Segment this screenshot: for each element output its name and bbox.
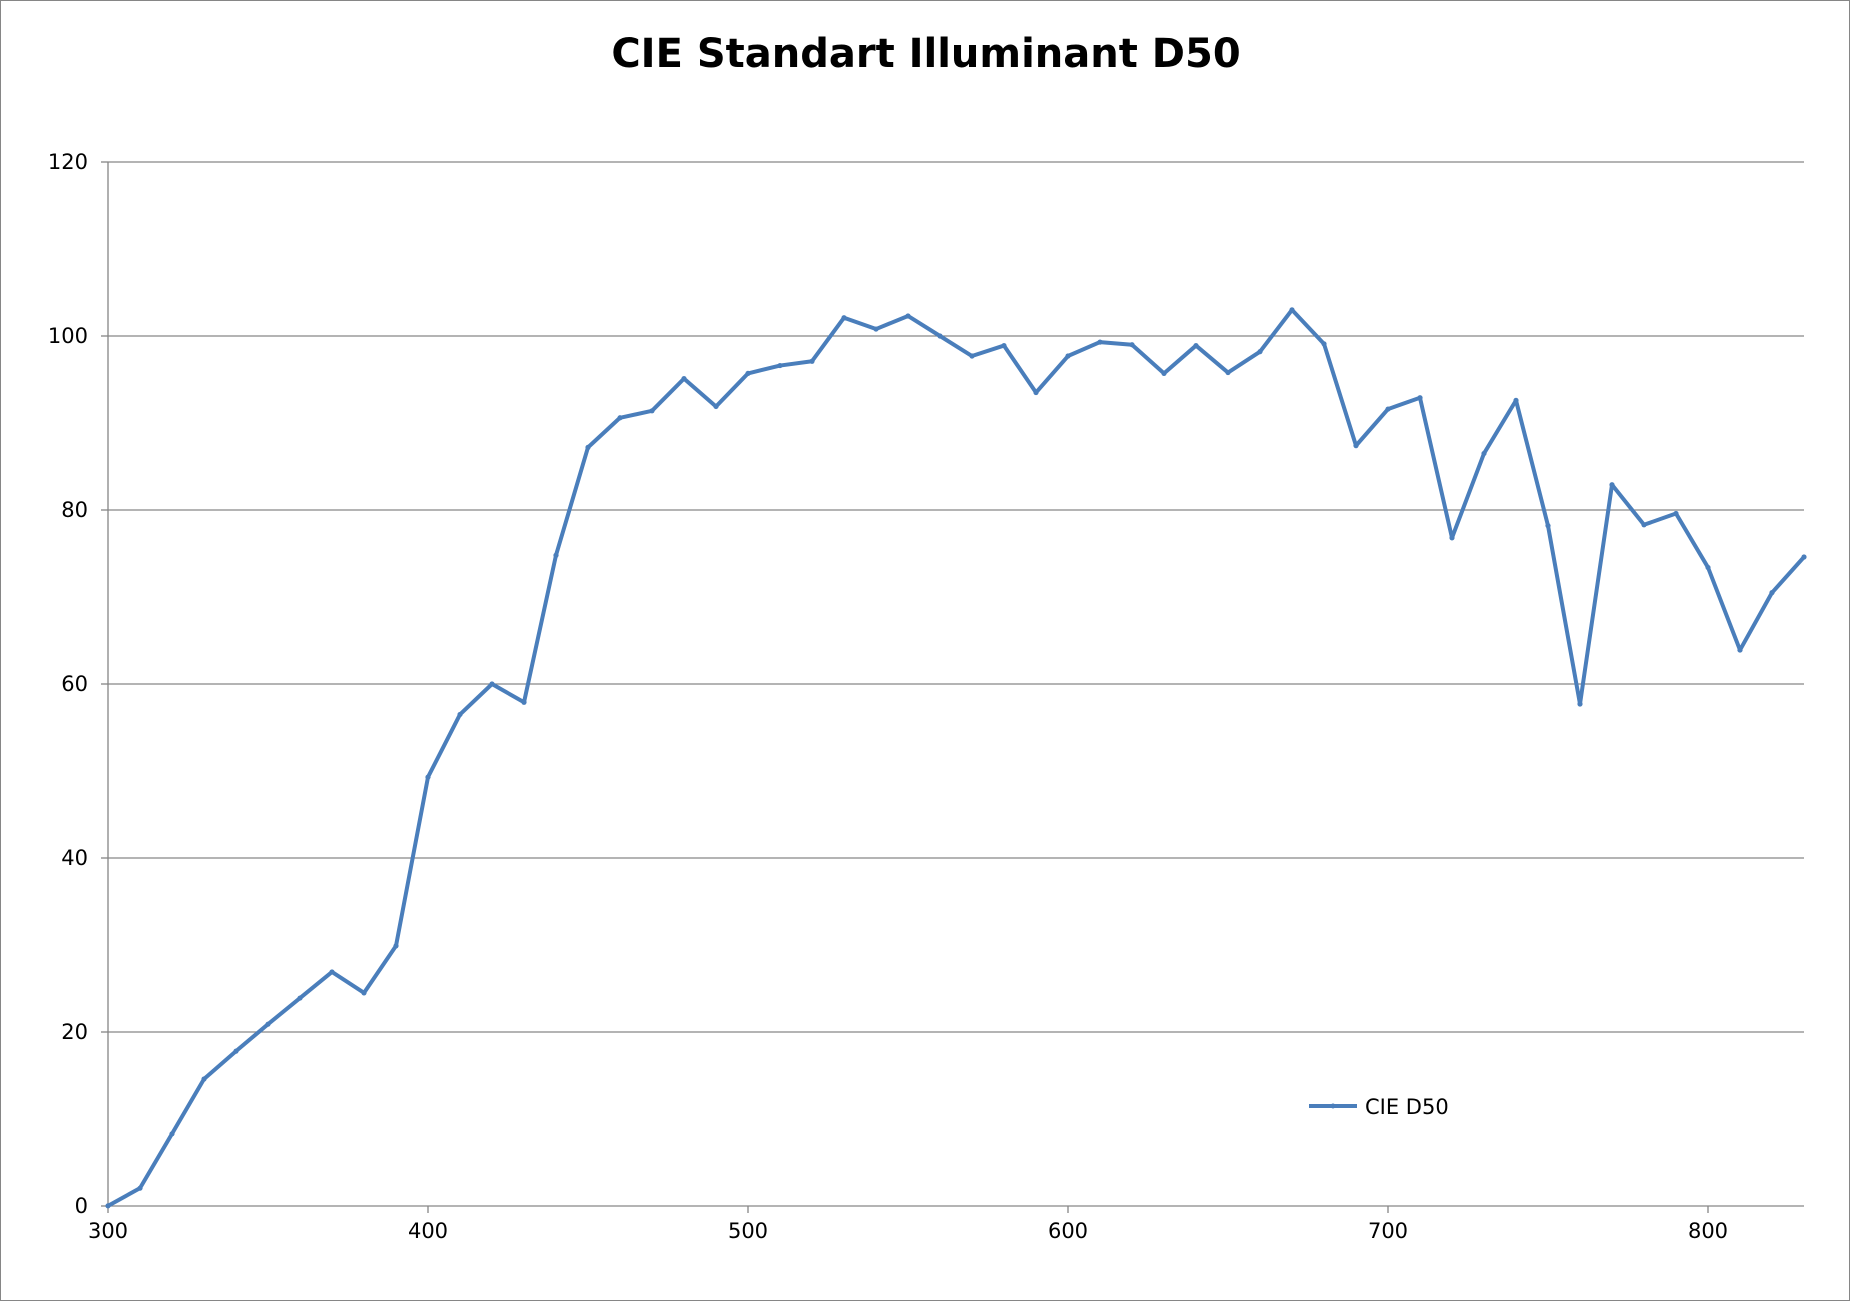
data-point: [457, 711, 463, 718]
x-tick-label-500: 500: [728, 1219, 768, 1243]
data-point: [1129, 342, 1135, 348]
data-point: [1385, 406, 1391, 412]
data-point: [1257, 349, 1263, 355]
data-point: [1673, 510, 1679, 517]
data-point: [1481, 450, 1487, 457]
legend: CIE D50: [1309, 1095, 1449, 1119]
data-point: [521, 699, 527, 705]
data-point: [905, 313, 911, 319]
x-tick-label-300: 300: [88, 1219, 128, 1243]
data-point: [1417, 395, 1423, 401]
data-point: [841, 315, 847, 321]
y-tick-label-80: 80: [61, 498, 88, 522]
y-tick-label-0: 0: [75, 1194, 88, 1218]
x-tick-label-600: 600: [1048, 1219, 1088, 1243]
data-point: [745, 370, 751, 377]
data-point: [777, 362, 783, 369]
data-point: [1705, 564, 1711, 571]
data-point: [1193, 342, 1199, 349]
data-point: [233, 1048, 239, 1054]
series-line-0: [107, 307, 1806, 1208]
data-point: [1033, 389, 1039, 396]
data-point: [1065, 353, 1071, 359]
data-point: [105, 1203, 111, 1209]
y-tick-label-120: 120: [48, 150, 88, 174]
axes: 0 20 40 60 80 100 120 300 400 500 600 700 800: [48, 150, 1804, 1243]
data-point: [265, 1021, 271, 1027]
series-cie-d50: [105, 307, 1807, 1209]
data-point: [393, 943, 399, 949]
data-point: [713, 403, 719, 410]
data-point: [1769, 590, 1775, 596]
data-point: [809, 358, 815, 364]
data-point: [553, 552, 559, 558]
data-point: [169, 1131, 175, 1137]
data-point: [1545, 523, 1551, 529]
gridlines: [108, 161, 1804, 1033]
data-point: [1737, 647, 1743, 653]
data-point: [297, 995, 303, 1001]
data-point: [585, 444, 591, 450]
data-point: [969, 353, 975, 359]
legend-swatch-marker: [1330, 1103, 1336, 1109]
data-point: [1321, 341, 1327, 347]
y-tick-label-40: 40: [61, 846, 88, 870]
data-point: [1001, 342, 1007, 349]
data-point: [425, 774, 431, 780]
data-point: [681, 376, 687, 382]
x-tick-label-400: 400: [408, 1219, 448, 1243]
data-point: [489, 681, 495, 687]
data-point: [617, 415, 623, 421]
data-point: [1609, 482, 1615, 488]
data-point: [361, 990, 367, 996]
y-tick-label-100: 100: [48, 324, 88, 348]
data-point: [1577, 701, 1583, 707]
data-point: [1801, 554, 1807, 560]
data-point: [1641, 522, 1647, 528]
data-point: [649, 408, 655, 414]
data-point: [1353, 443, 1359, 449]
data-point: [1097, 339, 1103, 345]
data-point: [329, 969, 335, 975]
data-point: [1161, 370, 1167, 377]
y-tick-label-20: 20: [61, 1020, 88, 1044]
x-tick-label-800: 800: [1688, 1219, 1728, 1243]
legend-label-cie-d50: CIE D50: [1365, 1095, 1449, 1119]
data-point: [201, 1076, 207, 1082]
data-point: [1289, 307, 1295, 313]
data-point: [1225, 369, 1231, 376]
data-point: [937, 333, 943, 339]
data-point: [873, 326, 879, 332]
chart-title: CIE Standart Illuminant D50: [611, 31, 1240, 77]
data-point: [137, 1185, 143, 1191]
x-tick-label-700: 700: [1368, 1219, 1408, 1243]
data-point: [1449, 535, 1455, 541]
data-point: [1513, 397, 1519, 403]
y-tick-label-60: 60: [61, 672, 88, 696]
